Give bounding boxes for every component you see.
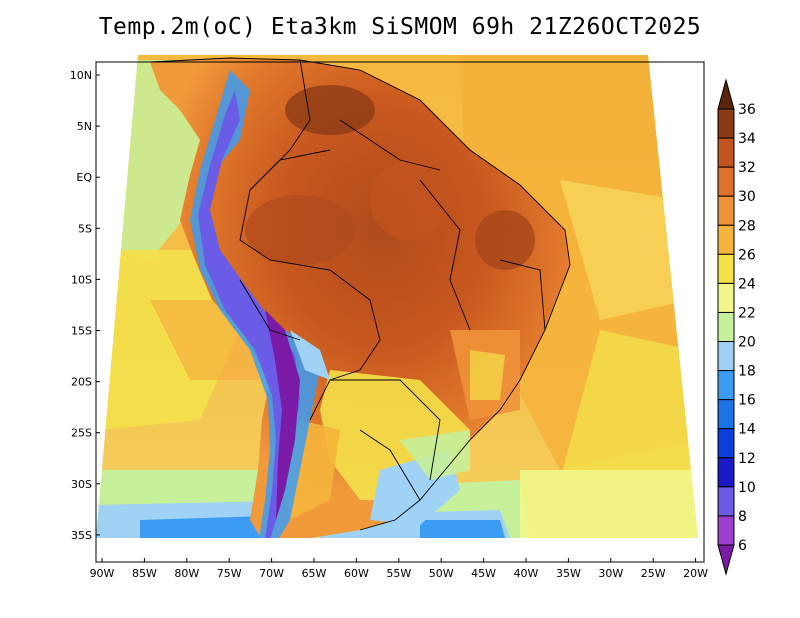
colorbar-segment bbox=[717, 282, 735, 313]
lon-label: 90W bbox=[90, 567, 115, 580]
colorbar-label: 36 bbox=[738, 102, 756, 118]
latitude-axis: 10N 5N EQ 5S 10S 15S 20S 25S 30S 35S bbox=[70, 69, 100, 542]
colorbar-segment bbox=[717, 341, 735, 372]
colorbar-label: 22 bbox=[738, 305, 756, 321]
lon-label: 45W bbox=[471, 567, 496, 580]
colorbar-label: 12 bbox=[738, 451, 756, 467]
lon-label: 80W bbox=[174, 567, 199, 580]
longitude-axis: 90W 85W 80W 75W 70W 65W 60W 55W 50W 45W 40W 35W 30W 2… bbox=[90, 558, 708, 580]
colorbar-label: 20 bbox=[738, 335, 756, 351]
colorbar-segment bbox=[717, 253, 735, 284]
lat-label: EQ bbox=[76, 171, 92, 184]
colorbar-label: 10 bbox=[738, 480, 756, 496]
lon-label: 30W bbox=[598, 567, 623, 580]
colorbar-label: 28 bbox=[738, 218, 756, 234]
colorbar-segment bbox=[717, 515, 735, 546]
lon-label: 60W bbox=[344, 567, 369, 580]
lon-label: 55W bbox=[386, 567, 411, 580]
lon-label: 25W bbox=[641, 567, 666, 580]
lat-label: 5S bbox=[78, 222, 92, 235]
colorbar-top-arrow bbox=[717, 78, 735, 110]
colorbar-label: 8 bbox=[738, 509, 747, 525]
lon-label: 20W bbox=[683, 567, 708, 580]
colorbar-label: 26 bbox=[738, 247, 756, 263]
colorbar-label: 30 bbox=[738, 189, 756, 205]
colorbar-label: 14 bbox=[738, 422, 756, 438]
lon-label: 75W bbox=[217, 567, 242, 580]
lon-label: 85W bbox=[132, 567, 157, 580]
colorbar-label: 32 bbox=[738, 160, 756, 176]
map-frame bbox=[95, 61, 705, 563]
lat-label: 15S bbox=[71, 325, 92, 338]
lat-label: 25S bbox=[71, 427, 92, 440]
lon-label: 35W bbox=[556, 567, 581, 580]
colorbar-segment bbox=[717, 166, 735, 197]
lat-label: 10N bbox=[70, 69, 92, 82]
lat-label: 20S bbox=[71, 376, 92, 389]
colorbar-label: 18 bbox=[738, 364, 756, 380]
map-field bbox=[96, 55, 698, 538]
colorbar-segment bbox=[717, 399, 735, 430]
colorbar-segment bbox=[717, 486, 735, 517]
lat-label: 10S bbox=[71, 273, 92, 286]
colorbar: 36 34 32 30 28 26 24 22 20 18 16 14 12 10 8 6 bbox=[717, 78, 756, 576]
colorbar-segment bbox=[717, 137, 735, 168]
lat-label: 30S bbox=[71, 478, 92, 491]
colorbar-label: 16 bbox=[738, 393, 756, 409]
lon-label: 65W bbox=[302, 567, 327, 580]
colorbar-bottom-arrow bbox=[717, 544, 735, 576]
lon-label: 50W bbox=[429, 567, 454, 580]
lat-label: 5N bbox=[77, 120, 92, 133]
country-borders bbox=[149, 57, 571, 531]
lon-label: 70W bbox=[259, 567, 284, 580]
colorbar-segment bbox=[717, 428, 735, 459]
colorbar-segment bbox=[717, 370, 735, 401]
lat-label: 35S bbox=[71, 529, 92, 542]
lon-label: 40W bbox=[514, 567, 539, 580]
colorbar-segment bbox=[717, 195, 735, 226]
colorbar-segment bbox=[717, 457, 735, 488]
colorbar-segment bbox=[717, 311, 735, 343]
colorbar-segment bbox=[717, 108, 735, 139]
colorbar-label: 34 bbox=[738, 131, 756, 147]
colorbar-segment bbox=[717, 224, 735, 255]
colorbar-label: 24 bbox=[738, 276, 756, 292]
map-title: Temp.2m(oC) Eta3km SiSMOM 69h 21Z26OCT20… bbox=[98, 14, 702, 40]
colorbar-label: 6 bbox=[738, 538, 747, 554]
